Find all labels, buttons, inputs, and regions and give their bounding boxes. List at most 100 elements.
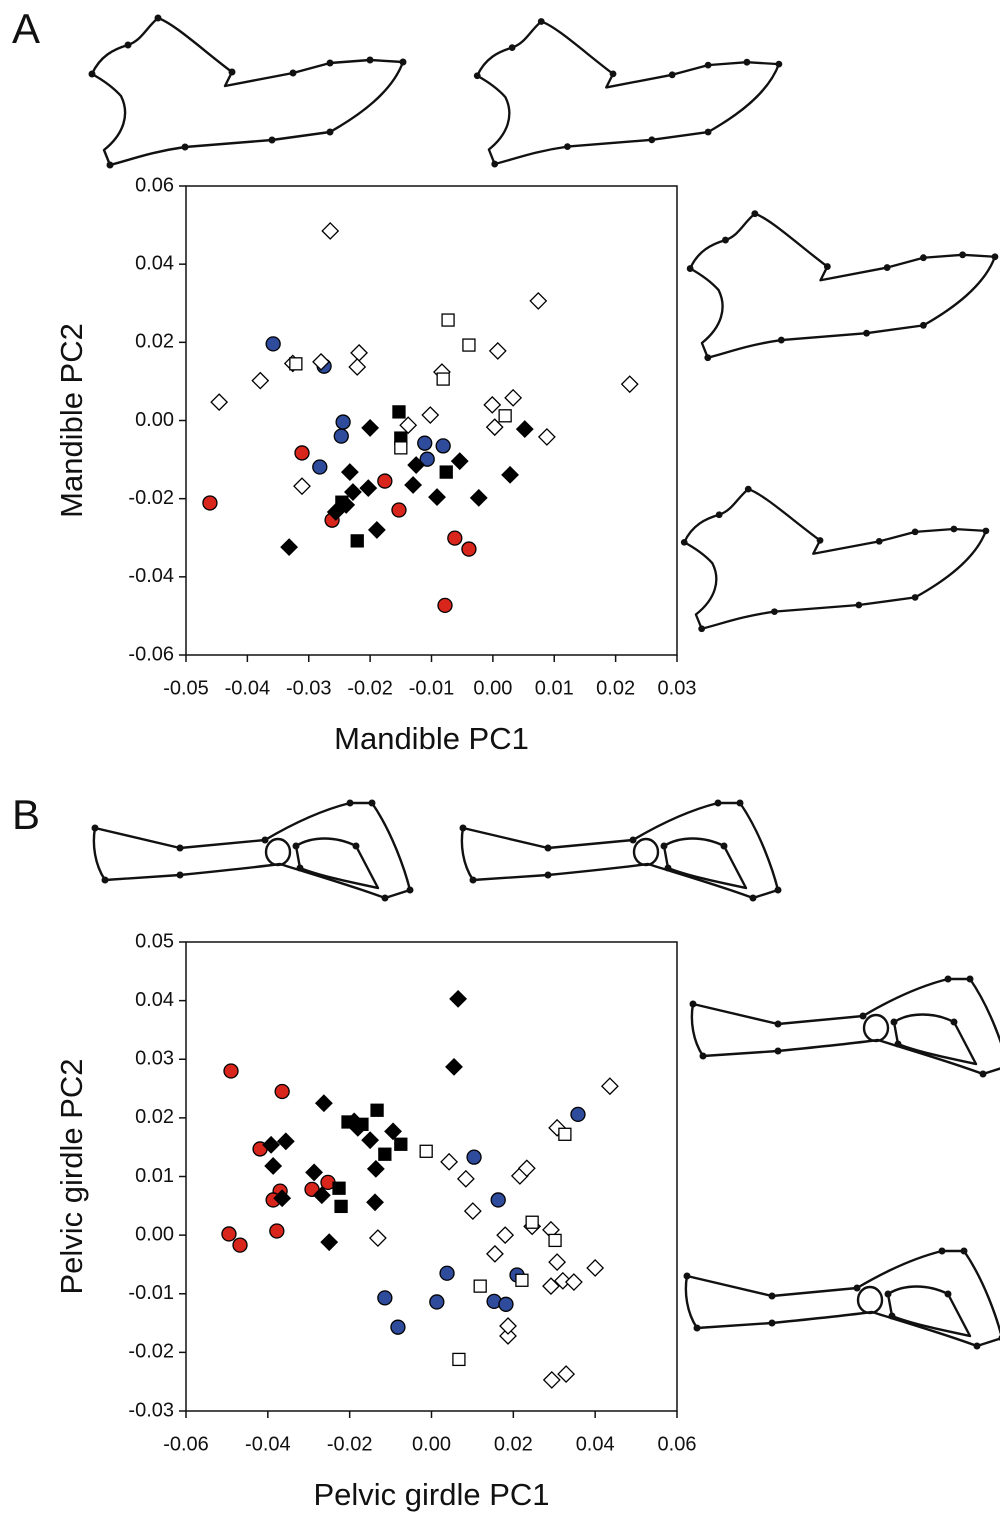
point xyxy=(502,467,518,483)
y-tick-label: 0.04 xyxy=(135,252,174,274)
x-tick-label: 0.01 xyxy=(535,677,574,699)
point xyxy=(356,1118,368,1130)
point xyxy=(349,359,365,375)
point xyxy=(438,598,452,612)
point xyxy=(391,1320,405,1334)
y-tick-label: 0.05 xyxy=(135,930,174,952)
point xyxy=(463,339,475,351)
y-tick-label: 0.01 xyxy=(135,1165,174,1187)
y-tick-label: -0.02 xyxy=(128,1341,174,1363)
panel-letter: B xyxy=(12,791,40,838)
y-tick-label: 0.02 xyxy=(135,1106,174,1128)
y-tick-label: -0.03 xyxy=(128,1399,174,1421)
x-tick-label: 0.00 xyxy=(473,677,512,699)
point xyxy=(370,1230,386,1246)
point xyxy=(440,466,452,478)
point xyxy=(278,1133,294,1149)
x-tick-label: -0.04 xyxy=(225,677,271,699)
y-tick-label: 0.00 xyxy=(135,409,174,431)
point xyxy=(452,453,468,469)
mandible-shape xyxy=(474,18,782,167)
point xyxy=(265,1158,281,1174)
point xyxy=(222,1227,236,1241)
point xyxy=(342,464,358,480)
y-tick-label: -0.02 xyxy=(128,487,174,509)
point xyxy=(367,1194,383,1210)
point xyxy=(458,1171,474,1187)
point xyxy=(360,480,376,496)
point xyxy=(351,535,363,547)
y-axis-title: Pelvic girdle PC2 xyxy=(54,1058,89,1294)
x-tick-label: 0.00 xyxy=(412,1433,451,1455)
x-tick-label: -0.06 xyxy=(163,1433,209,1455)
point xyxy=(517,421,533,437)
y-axis-title: Mandible PC2 xyxy=(54,323,89,518)
point xyxy=(418,436,432,450)
point xyxy=(334,429,348,443)
point xyxy=(321,1234,337,1250)
point xyxy=(351,345,367,361)
x-tick-label: -0.02 xyxy=(327,1433,373,1455)
point xyxy=(203,496,217,510)
point xyxy=(379,1148,391,1160)
point xyxy=(368,1161,384,1177)
point xyxy=(233,1238,247,1252)
pelvis-shape xyxy=(92,800,414,902)
y-tick-label: 0.04 xyxy=(135,989,174,1011)
point xyxy=(378,474,392,488)
point xyxy=(430,1295,444,1309)
point xyxy=(559,1128,571,1140)
point xyxy=(505,390,521,406)
x-tick-label: 0.02 xyxy=(494,1433,533,1455)
point xyxy=(549,1234,561,1246)
point xyxy=(499,410,511,422)
x-tick-label: -0.03 xyxy=(286,677,332,699)
point xyxy=(266,337,280,351)
panel-letter: A xyxy=(12,5,40,52)
point xyxy=(393,406,405,418)
point xyxy=(400,417,416,433)
point xyxy=(602,1078,618,1094)
mandible-shape xyxy=(681,486,989,632)
point xyxy=(306,1164,322,1180)
point xyxy=(471,490,487,506)
point xyxy=(275,1084,289,1098)
y-tick-label: -0.01 xyxy=(128,1282,174,1304)
point xyxy=(516,1274,528,1286)
point xyxy=(474,1280,486,1292)
point xyxy=(490,343,506,359)
x-tick-label: 0.03 xyxy=(658,677,697,699)
y-tick-label: 0.06 xyxy=(135,174,174,196)
point xyxy=(224,1064,238,1078)
x-tick-label: -0.04 xyxy=(245,1433,291,1455)
point xyxy=(405,477,421,493)
point xyxy=(526,1216,538,1228)
point xyxy=(294,478,310,494)
point xyxy=(549,1254,565,1270)
y-tick-label: 0.00 xyxy=(135,1223,174,1245)
point xyxy=(362,1132,378,1148)
x-tick-label: -0.02 xyxy=(347,677,393,699)
point xyxy=(333,1182,345,1194)
point xyxy=(467,1150,481,1164)
point xyxy=(395,1138,407,1150)
point xyxy=(395,442,407,454)
point xyxy=(446,1059,462,1075)
point xyxy=(622,376,638,392)
point xyxy=(281,539,297,555)
mandible-shape xyxy=(687,210,999,361)
point xyxy=(313,460,327,474)
point xyxy=(295,446,309,460)
point xyxy=(500,1318,516,1334)
x-tick-label: -0.01 xyxy=(409,677,455,699)
point xyxy=(369,522,385,538)
pelvis-shape xyxy=(684,1248,1000,1350)
point xyxy=(448,531,462,545)
point xyxy=(462,542,476,556)
x-tick-label: 0.02 xyxy=(596,677,635,699)
point xyxy=(558,1366,574,1382)
point xyxy=(497,1227,513,1243)
y-tick-label: 0.02 xyxy=(135,331,174,353)
